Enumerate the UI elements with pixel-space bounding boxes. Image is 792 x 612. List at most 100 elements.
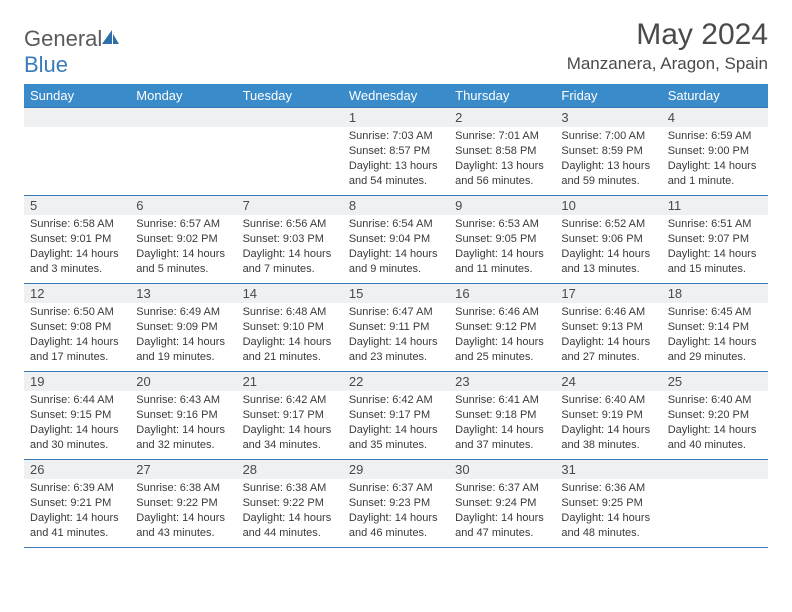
location-label: Manzanera, Aragon, Spain <box>567 54 768 74</box>
day-number: 22 <box>343 372 449 391</box>
logo: GeneralBlue <box>24 18 120 78</box>
calendar-cell: 28Sunrise: 6:38 AMSunset: 9:22 PMDayligh… <box>237 460 343 548</box>
calendar-cell: 9Sunrise: 6:53 AMSunset: 9:05 PMDaylight… <box>449 196 555 284</box>
daylight-line: Daylight: 14 hours and 35 minutes. <box>349 423 443 453</box>
daylight-line: Daylight: 14 hours and 27 minutes. <box>561 335 655 365</box>
sunset-line: Sunset: 9:11 PM <box>349 320 443 335</box>
day-number: 2 <box>449 108 555 127</box>
sunrise-line: Sunrise: 6:42 AM <box>243 393 337 408</box>
day-number: 18 <box>662 284 768 303</box>
calendar-row: 5 Sunrise: 6:58 AMSunset: 9:01 PM Daylight… <box>24 196 768 284</box>
calendar-row: 1Sunrise: 7:03 AMSunset: 8:57 PMDaylight… <box>24 108 768 196</box>
day-number: 10 <box>555 196 661 215</box>
calendar-cell <box>237 108 343 196</box>
calendar-cell: 10Sunrise: 6:52 AMSunset: 9:06 PMDayligh… <box>555 196 661 284</box>
weekday-header: Wednesday <box>343 84 449 108</box>
sunrise-line: Sunrise: 6:40 AM <box>668 393 762 408</box>
day-details: Sunrise: 6:46 AMSunset: 9:13 PMDaylight:… <box>555 303 661 368</box>
daylight-line: Daylight: 14 hours and 48 minutes. <box>561 511 655 541</box>
daylight-line: Daylight: 14 hours and 21 minutes. <box>243 335 337 365</box>
sunset-line: Sunset: 9:13 PM <box>561 320 655 335</box>
daylight-line: Daylight: 14 hours and 13 minutes. <box>561 247 655 277</box>
sunset-line: Sunset: 9:15 PM <box>30 408 124 423</box>
page-title: May 2024 <box>567 18 768 52</box>
sunset-line: Sunset: 9:23 PM <box>349 496 443 511</box>
sunset-line: Sunset: 9:14 PM <box>668 320 762 335</box>
calendar-cell: 19Sunrise: 6:44 AMSunset: 9:15 PMDayligh… <box>24 372 130 460</box>
sunset-line: Sunset: 9:17 PM <box>349 408 443 423</box>
calendar-cell: 16Sunrise: 6:46 AMSunset: 9:12 PMDayligh… <box>449 284 555 372</box>
day-details: Sunrise: 6:40 AMSunset: 9:19 PMDaylight:… <box>555 391 661 456</box>
daylight-line: Daylight: 14 hours and 15 minutes. <box>668 247 762 277</box>
sunrise-line: Sunrise: 6:38 AM <box>136 481 230 496</box>
day-number: 5 <box>24 196 130 215</box>
day-details: Sunrise: 6:42 AMSunset: 9:17 PMDaylight:… <box>343 391 449 456</box>
calendar-table: Sunday Monday Tuesday Wednesday Thursday… <box>24 84 768 548</box>
day-number: 6 <box>130 196 236 215</box>
day-details: Sunrise: 7:00 AMSunset: 8:59 PMDaylight:… <box>555 127 661 192</box>
calendar-cell: 3Sunrise: 7:00 AMSunset: 8:59 PMDaylight… <box>555 108 661 196</box>
calendar-cell: 18Sunrise: 6:45 AMSunset: 9:14 PMDayligh… <box>662 284 768 372</box>
weekday-header: Thursday <box>449 84 555 108</box>
day-details: Sunrise: 6:36 AMSunset: 9:25 PMDaylight:… <box>555 479 661 544</box>
sunset-line: Sunset: 9:16 PM <box>136 408 230 423</box>
daylight-line: Daylight: 13 hours and 59 minutes. <box>561 159 655 189</box>
day-details: Sunrise: 6:39 AMSunset: 9:21 PMDaylight:… <box>24 479 130 544</box>
sunset-line: Sunset: 9:12 PM <box>455 320 549 335</box>
calendar-cell: 25Sunrise: 6:40 AMSunset: 9:20 PMDayligh… <box>662 372 768 460</box>
sunrise-line: Sunrise: 6:53 AM <box>455 217 549 232</box>
day-number: 21 <box>237 372 343 391</box>
day-number: 19 <box>24 372 130 391</box>
day-number: 30 <box>449 460 555 479</box>
daylight-line: Daylight: 14 hours and 5 minutes. <box>136 247 230 277</box>
day-number: 15 <box>343 284 449 303</box>
calendar-cell <box>662 460 768 548</box>
sunrise-line: Sunrise: 6:49 AM <box>136 305 230 320</box>
sunset-line: Sunset: 9:19 PM <box>561 408 655 423</box>
daylight-line: Daylight: 14 hours and 19 minutes. <box>136 335 230 365</box>
calendar-cell: 21Sunrise: 6:42 AMSunset: 9:17 PMDayligh… <box>237 372 343 460</box>
sunrise-line: Sunrise: 6:37 AM <box>349 481 443 496</box>
sunrise-line: Sunrise: 6:40 AM <box>561 393 655 408</box>
calendar-cell: 29Sunrise: 6:37 AMSunset: 9:23 PMDayligh… <box>343 460 449 548</box>
daylight-line: Daylight: 14 hours and 9 minutes. <box>349 247 443 277</box>
day-details: Sunrise: 6:48 AMSunset: 9:10 PMDaylight:… <box>237 303 343 368</box>
sunset-line: Sunset: 9:02 PM <box>136 232 230 247</box>
day-details: Sunrise: 6:38 AMSunset: 9:22 PMDaylight:… <box>237 479 343 544</box>
day-details: Sunrise: 6:57 AMSunset: 9:02 PMDaylight:… <box>130 215 236 280</box>
sunrise-line: Sunrise: 6:58 AM <box>30 217 124 232</box>
calendar-cell: 12Sunrise: 6:50 AMSunset: 9:08 PMDayligh… <box>24 284 130 372</box>
sunrise-line: Sunrise: 6:41 AM <box>455 393 549 408</box>
daylight-line: Daylight: 14 hours and 23 minutes. <box>349 335 443 365</box>
calendar-cell: 24Sunrise: 6:40 AMSunset: 9:19 PMDayligh… <box>555 372 661 460</box>
day-details: Sunrise: 6:42 AMSunset: 9:17 PMDaylight:… <box>237 391 343 456</box>
day-number-empty <box>130 108 236 127</box>
title-block: May 2024 Manzanera, Aragon, Spain <box>567 18 768 74</box>
sunset-line: Sunset: 9:01 PM <box>30 232 124 247</box>
calendar-cell: 27Sunrise: 6:38 AMSunset: 9:22 PMDayligh… <box>130 460 236 548</box>
day-number: 7 <box>237 196 343 215</box>
day-number: 17 <box>555 284 661 303</box>
daylight-line: Daylight: 14 hours and 43 minutes. <box>136 511 230 541</box>
sunrise-line: Sunrise: 6:47 AM <box>349 305 443 320</box>
day-details: Sunrise: 6:56 AMSunset: 9:03 PMDaylight:… <box>237 215 343 280</box>
sunset-line: Sunset: 9:06 PM <box>561 232 655 247</box>
sunrise-line: Sunrise: 6:46 AM <box>455 305 549 320</box>
daylight-line: Daylight: 14 hours and 37 minutes. <box>455 423 549 453</box>
calendar-cell: 8Sunrise: 6:54 AMSunset: 9:04 PMDaylight… <box>343 196 449 284</box>
logo-text: GeneralBlue <box>24 26 120 78</box>
daylight-line: Daylight: 14 hours and 46 minutes. <box>349 511 443 541</box>
daylight-line: Daylight: 14 hours and 41 minutes. <box>30 511 124 541</box>
day-details: Sunrise: 6:46 AMSunset: 9:12 PMDaylight:… <box>449 303 555 368</box>
daylight-line: Daylight: 13 hours and 56 minutes. <box>455 159 549 189</box>
sunset-line: Sunset: 9:25 PM <box>561 496 655 511</box>
sunset-line: Sunset: 9:18 PM <box>455 408 549 423</box>
sunrise-line: Sunrise: 6:50 AM <box>30 305 124 320</box>
sunset-line: Sunset: 9:21 PM <box>30 496 124 511</box>
day-details: Sunrise: 7:01 AMSunset: 8:58 PMDaylight:… <box>449 127 555 192</box>
day-number: 12 <box>24 284 130 303</box>
logo-sail-icon <box>100 26 120 52</box>
calendar-cell: 4Sunrise: 6:59 AMSunset: 9:00 PMDaylight… <box>662 108 768 196</box>
daylight-line: Daylight: 14 hours and 38 minutes. <box>561 423 655 453</box>
sunset-line: Sunset: 9:09 PM <box>136 320 230 335</box>
